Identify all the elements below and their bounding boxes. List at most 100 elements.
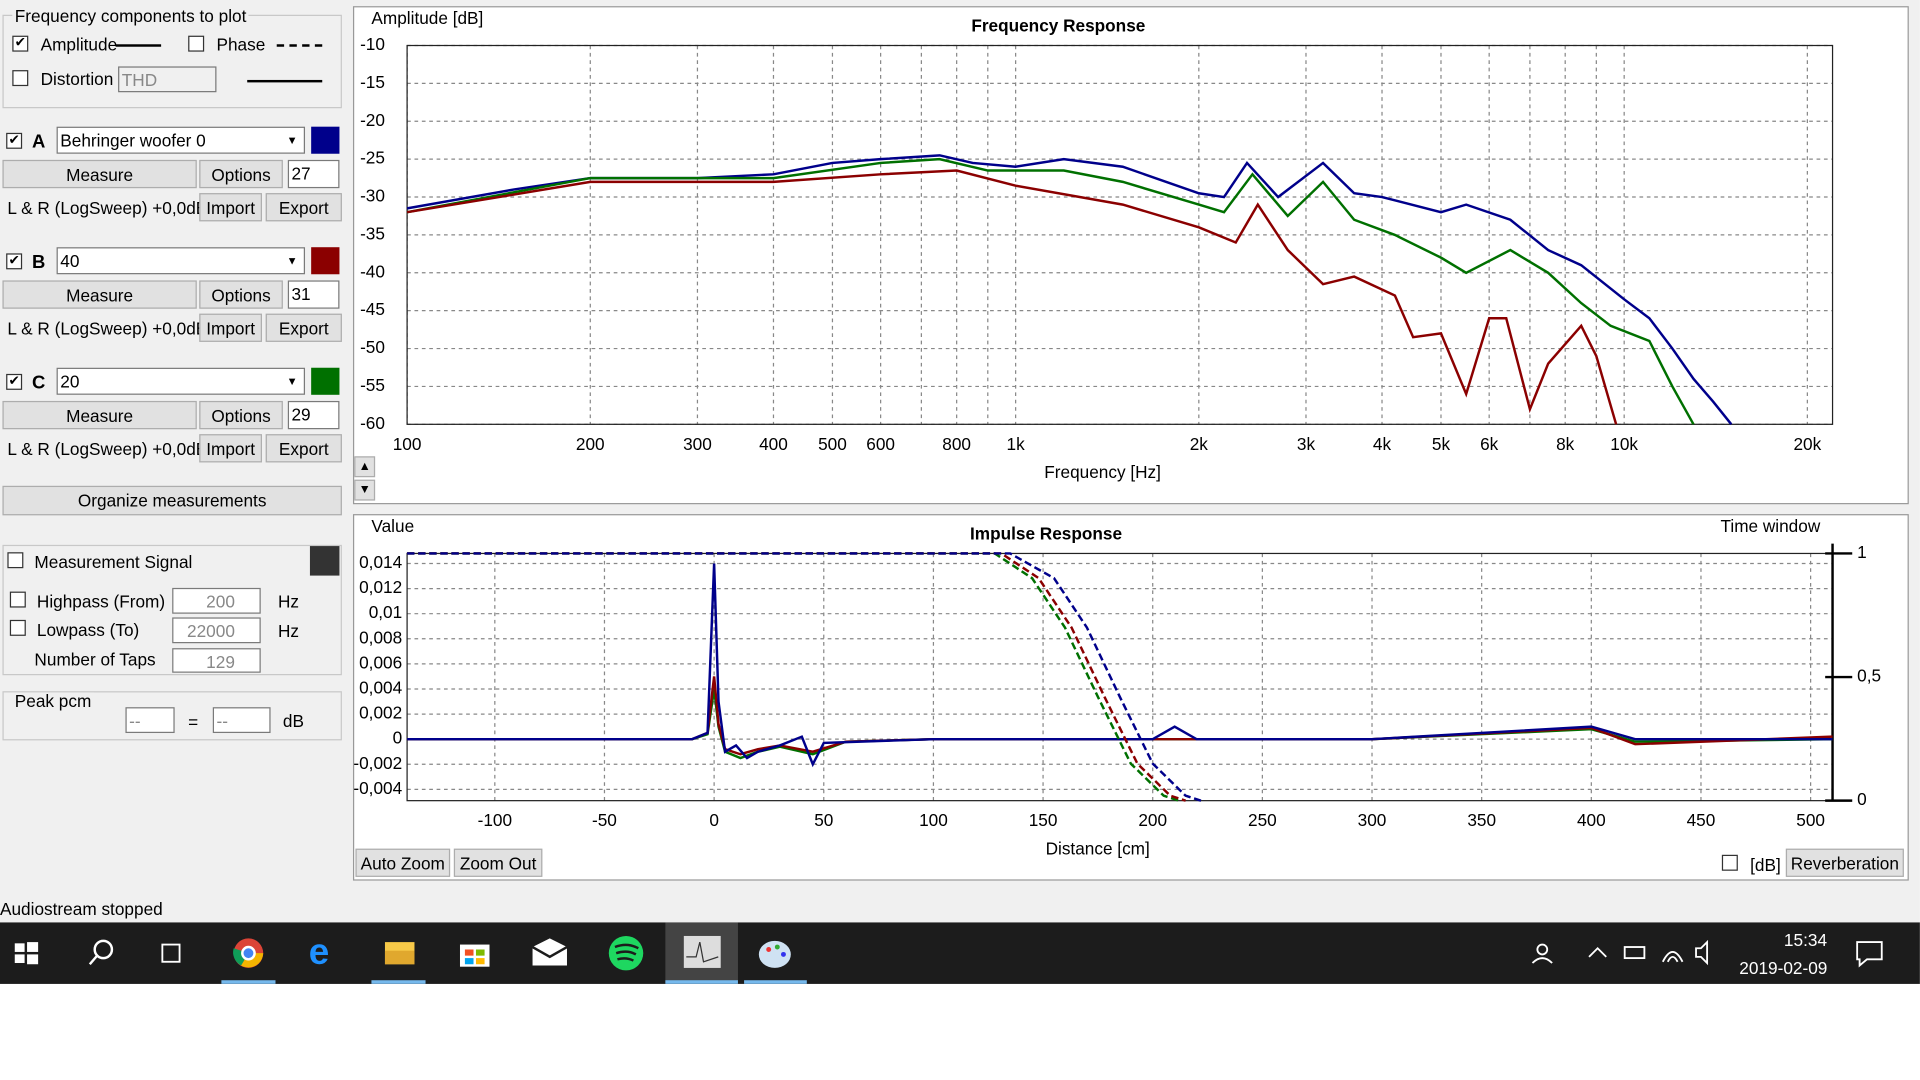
spin[interactable]: 22000 [172, 617, 261, 644]
count-spin[interactable]: 27 [287, 159, 340, 189]
line-style [276, 44, 323, 47]
organize-button[interactable]: Organize measurements [2, 485, 342, 516]
checkbox[interactable]: ✔ [6, 132, 23, 149]
checkbox[interactable] [9, 591, 26, 608]
auto-zoom-button[interactable]: Auto Zoom [355, 848, 451, 877]
x-tick-label: 500 [1796, 810, 1825, 830]
label: Distortion [40, 68, 114, 89]
combo[interactable]: THD [118, 66, 217, 93]
x-tick-label: 4k [1373, 434, 1392, 454]
measurement-name[interactable]: 20 [56, 367, 306, 395]
y-tick-label: 0,01 [369, 602, 402, 622]
plot-frame [406, 44, 1834, 425]
label: [dB] [1750, 854, 1781, 875]
measurement-letter: A [31, 131, 46, 153]
x-tick-label: 3k [1297, 434, 1316, 454]
taskbar-icons: e [14, 922, 1883, 984]
checkbox[interactable]: ✔ [6, 253, 23, 270]
measurement-letter: B [31, 252, 46, 274]
label: Lowpass (To) [36, 619, 140, 640]
combo-arrow: ▼ [286, 254, 298, 267]
y-tick-label: 0,002 [359, 703, 402, 723]
options-button[interactable]: Options [199, 280, 283, 309]
paint-icon[interactable] [744, 940, 807, 984]
y-tick-label: -55 [360, 375, 385, 395]
measure-button[interactable]: Measure [2, 280, 197, 309]
y-tick-label: 0,004 [359, 678, 402, 698]
y-tick-label: -25 [360, 148, 385, 168]
import-button[interactable]: Import [199, 193, 262, 222]
series-line [406, 154, 1733, 426]
y-tick-label: 0,006 [359, 652, 402, 672]
explorer-icon[interactable] [371, 942, 426, 984]
color-swatch[interactable] [311, 247, 340, 275]
measure-button[interactable]: Measure [2, 159, 197, 189]
x-tick-label: 200 [576, 434, 605, 454]
taskbar [0, 922, 1920, 984]
import-button[interactable]: Import [199, 434, 262, 463]
color-swatch[interactable] [311, 367, 340, 395]
zoom-out-button[interactable]: Zoom Out [453, 848, 543, 877]
y2-tick-label: 0,5 [1857, 666, 1881, 686]
store-icon[interactable] [459, 944, 490, 967]
measure-button[interactable]: Measure [2, 400, 197, 430]
export-button[interactable]: Export [265, 313, 342, 342]
scroll-up[interactable]: ▲ [354, 456, 376, 478]
measurement-info: L & R (LogSweep) +0,0dB [7, 439, 208, 459]
clock-date[interactable]: 2019-02-09 [1739, 958, 1828, 978]
checkbox[interactable] [9, 619, 26, 636]
checkbox[interactable] [188, 35, 205, 52]
count-spin[interactable]: 31 [287, 280, 340, 309]
x-tick-label: 8k [1556, 434, 1575, 454]
spin[interactable]: 200 [172, 587, 261, 614]
unit: Hz [277, 591, 300, 612]
spin[interactable]: 129 [172, 648, 261, 673]
options-button[interactable]: Options [199, 159, 283, 189]
y2-tick-label: 0 [1857, 789, 1867, 809]
checkbox[interactable] [1721, 854, 1738, 871]
x-tick-label: -100 [478, 810, 512, 830]
signal-swatch[interactable] [309, 546, 340, 576]
clock-time[interactable]: 15:34 [1783, 929, 1828, 950]
export-button[interactable]: Export [265, 434, 342, 463]
count-spin[interactable]: 29 [287, 400, 340, 430]
edge-icon[interactable]: e [309, 931, 330, 972]
checkbox[interactable] [7, 552, 24, 569]
spotify-icon[interactable] [608, 935, 644, 971]
reverberation-button[interactable]: Reverberation [1785, 848, 1904, 877]
combo-arrow: ▼ [286, 375, 298, 388]
chrome-icon[interactable] [221, 938, 276, 984]
y-tick-label: 0,014 [359, 552, 402, 572]
measurement-name[interactable]: 40 [56, 247, 306, 275]
task-view[interactable] [161, 943, 181, 963]
line-style [115, 44, 162, 47]
search-button[interactable] [88, 939, 114, 966]
import-button[interactable]: Import [199, 313, 262, 342]
signal-group [2, 544, 342, 676]
chart-title: Impulse Response [970, 524, 1122, 544]
y-tick-label: -15 [360, 72, 385, 92]
checkbox[interactable] [12, 70, 29, 87]
label: Highpass (From) [36, 591, 166, 612]
tray[interactable] [1531, 939, 1883, 968]
color-swatch[interactable] [311, 126, 340, 154]
checkbox[interactable]: ✔ [12, 35, 29, 52]
export-button[interactable]: Export [265, 193, 342, 222]
x-tick-label: 100 [919, 810, 948, 830]
x-tick-label: 10k [1610, 434, 1638, 454]
options-button[interactable]: Options [199, 400, 283, 430]
x-tick-label: 20k [1793, 434, 1821, 454]
mail-icon[interactable] [531, 938, 568, 966]
impulse-panel [352, 514, 1909, 881]
measurement-info: L & R (LogSweep) +0,0dB [7, 198, 208, 218]
start-button[interactable] [14, 942, 39, 965]
y2-tick-label: 1 [1857, 542, 1867, 562]
x-tick-label: 0 [709, 810, 719, 830]
rew-icon[interactable] [665, 922, 738, 984]
checkbox[interactable]: ✔ [6, 373, 23, 390]
scroll-down[interactable]: ▼ [354, 479, 376, 501]
x-tick-label: 350 [1467, 810, 1496, 830]
measurement-name[interactable]: Behringer woofer 0 [56, 126, 306, 154]
series-line [407, 563, 1833, 768]
